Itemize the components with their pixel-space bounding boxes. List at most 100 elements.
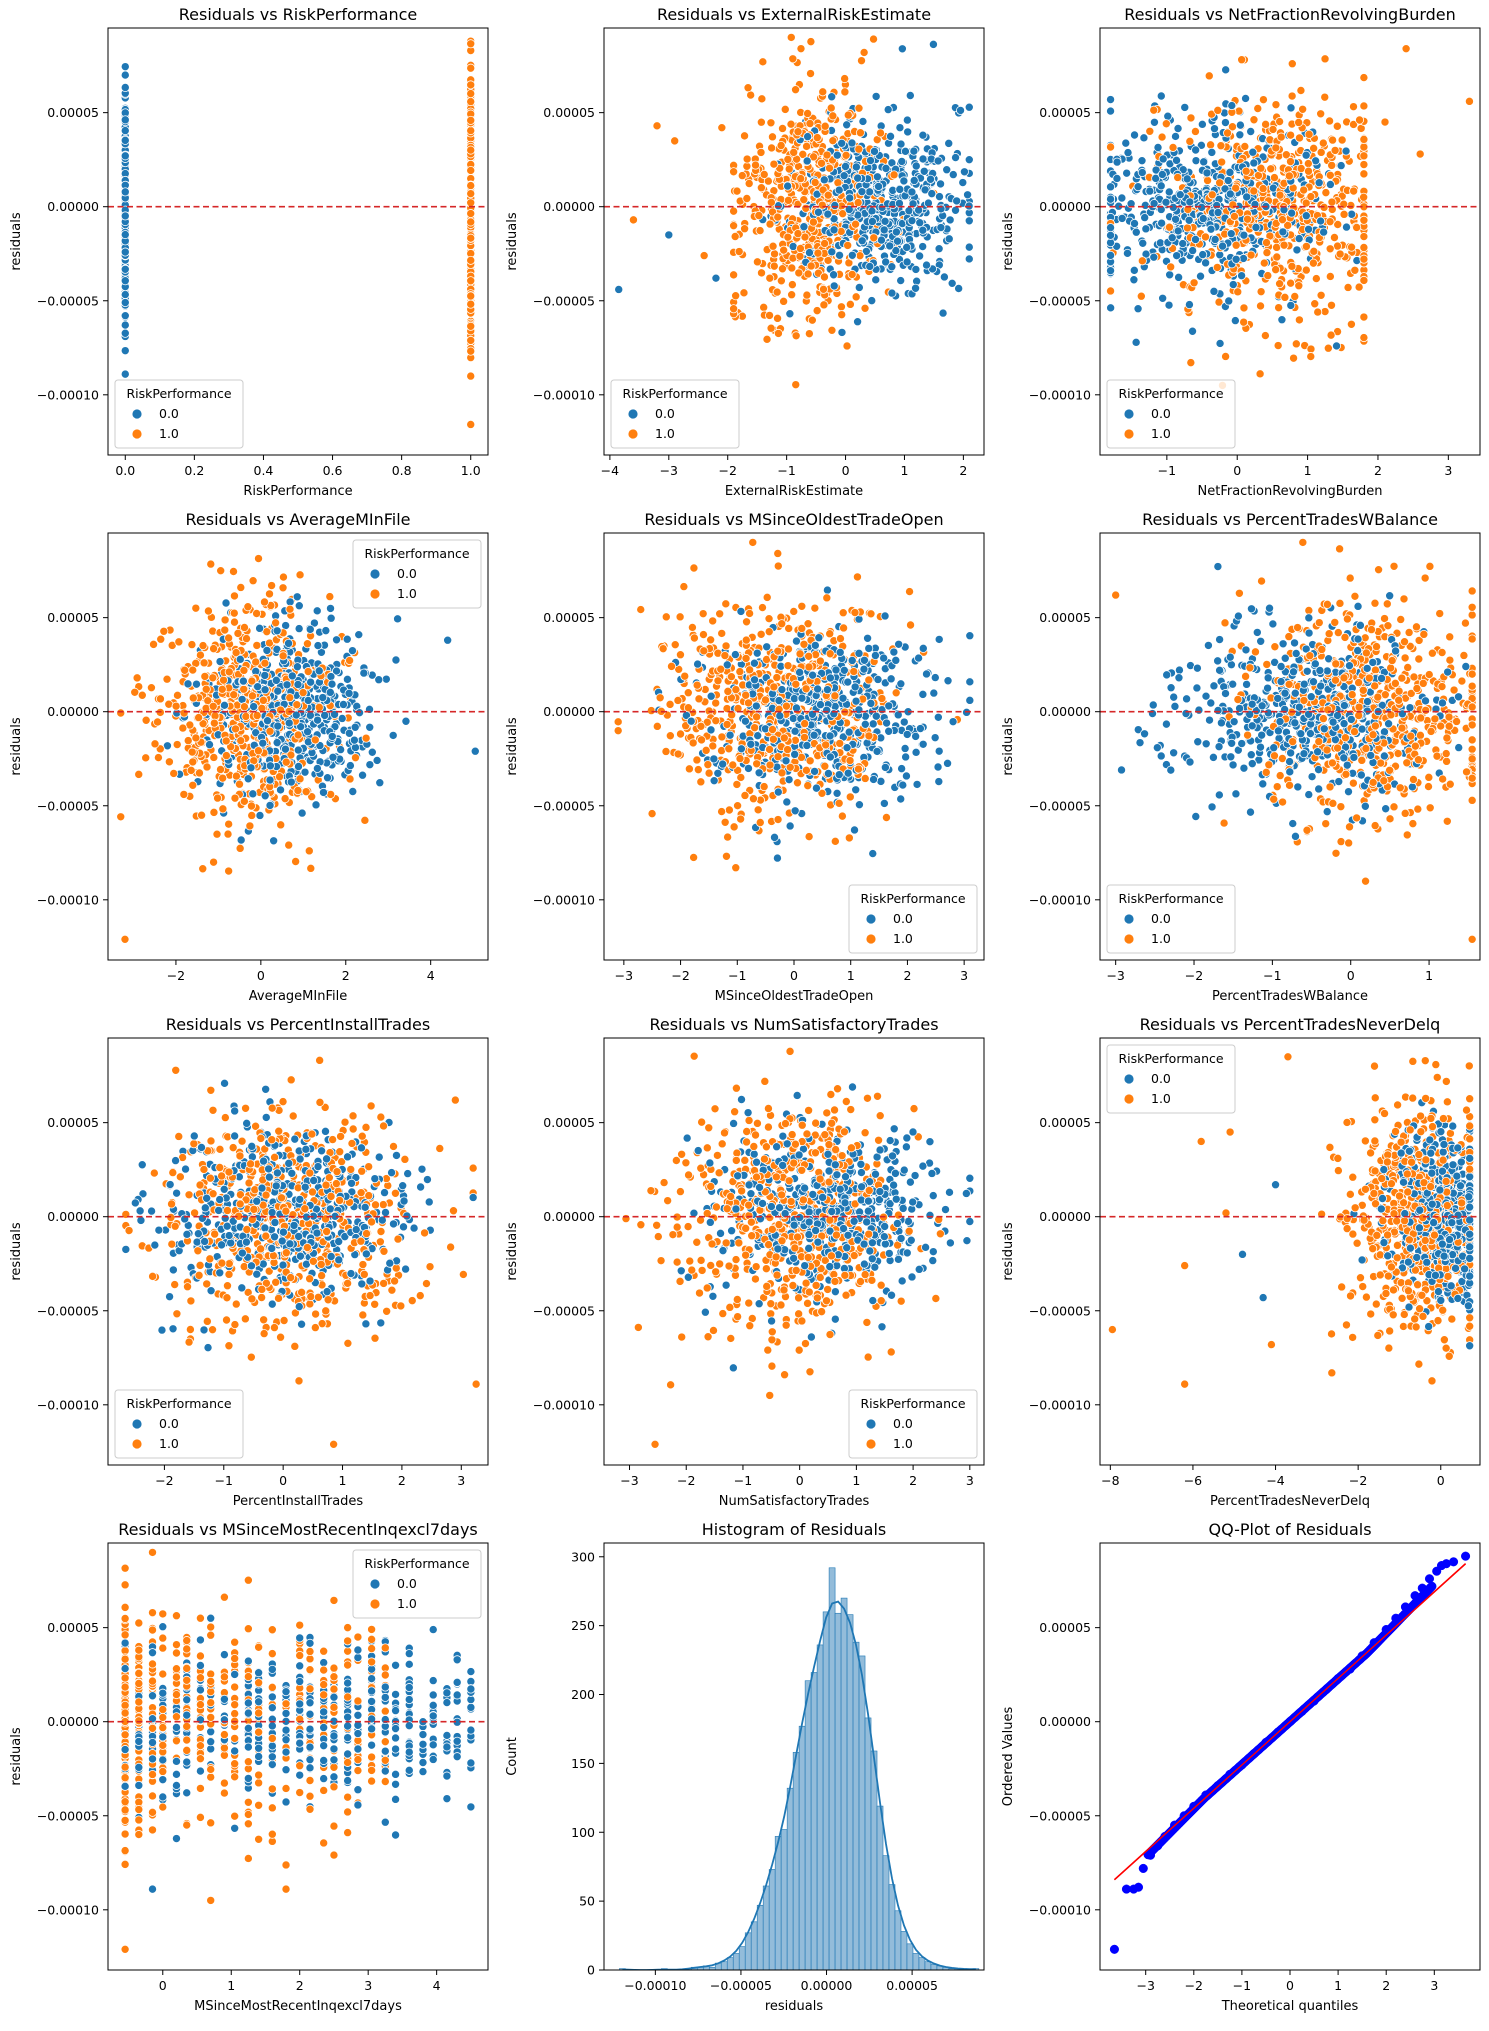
y-tick-label: −0.00005 (533, 293, 595, 308)
scatter-point (252, 658, 260, 666)
scatter-outlier-point (615, 285, 623, 293)
scatter-point (1278, 316, 1286, 324)
scatter-point (1310, 247, 1318, 255)
scatter-point (796, 244, 804, 252)
scatter-point (355, 631, 363, 639)
x-tick-label: −2 (719, 463, 737, 478)
scatter-point (783, 798, 791, 806)
scatter-point (196, 651, 204, 659)
scatter-point (216, 765, 224, 773)
scatter-point (784, 233, 792, 241)
scatter-point (1328, 198, 1336, 206)
scatter-point (803, 157, 811, 165)
plot-area (108, 37, 488, 429)
scatter-point (1174, 173, 1182, 181)
scatter-point (965, 217, 973, 225)
legend-marker-class1 (370, 589, 379, 598)
scatter-point (217, 567, 225, 575)
scatter-point (809, 218, 817, 226)
scatter-point (224, 830, 232, 838)
scatter-point (788, 291, 796, 299)
scatter-point (283, 681, 291, 689)
scatter-point (898, 157, 906, 165)
scatter-point (1360, 152, 1368, 160)
scatter-point (285, 841, 293, 849)
scatter-point (389, 731, 397, 739)
scatter-point (773, 314, 781, 322)
scatter-point (792, 332, 800, 340)
x-tick-label: 4 (427, 968, 435, 983)
scatter-point (1256, 302, 1264, 310)
scatter-point (256, 811, 264, 819)
scatter-point (1287, 301, 1295, 309)
scatter-point (892, 228, 900, 236)
scatter-point (1256, 370, 1264, 378)
scatter-point (666, 732, 674, 740)
scatter-point (275, 773, 283, 781)
scatter-point (1130, 219, 1138, 227)
scatter-point (763, 335, 771, 343)
scatter-point (1238, 56, 1246, 64)
scatter-point (820, 273, 828, 281)
scatter-point (284, 639, 292, 647)
scatter-point (121, 116, 129, 124)
y-tick-label: −0.00010 (37, 387, 99, 402)
scatter-point (1189, 247, 1197, 255)
scatter-point (662, 613, 670, 621)
scatter-point (902, 753, 910, 761)
scatter-point (254, 747, 262, 755)
scatter-point (788, 264, 796, 272)
scatter-point (1137, 292, 1145, 300)
scatter-point (1326, 272, 1334, 280)
scatter-point (1211, 235, 1219, 243)
scatter-point (906, 91, 914, 99)
scatter-point (225, 668, 233, 676)
scatter-point (1150, 253, 1158, 261)
scatter-point (833, 151, 841, 159)
plot-title: Residuals vs NetFractionRevolvingBurden (1124, 5, 1456, 24)
scatter-point (1165, 223, 1173, 231)
scatter-outlier-point (700, 252, 708, 260)
scatter-point (842, 151, 850, 159)
scatter-point (1106, 107, 1114, 115)
scatter-point (934, 763, 942, 771)
scatter-point (220, 701, 228, 709)
scatter-point (202, 685, 210, 693)
scatter-point (903, 258, 911, 266)
scatter-point (735, 247, 743, 255)
scatter-point (1162, 120, 1170, 128)
scatter-point (1158, 133, 1166, 141)
scatter-point (960, 168, 968, 176)
scatter-point (192, 604, 200, 612)
scatter-point (760, 303, 768, 311)
scatter-point (303, 640, 311, 648)
scatter-point (773, 854, 781, 862)
scatter-point (1113, 158, 1121, 166)
scatter-point (834, 179, 842, 187)
scatter-point (1130, 276, 1138, 284)
scatter-point (248, 692, 256, 700)
scatter-point (1275, 304, 1283, 312)
scatter-point (133, 674, 141, 682)
scatter-point (699, 630, 707, 638)
scatter-point (828, 326, 836, 334)
scatter-point (919, 226, 927, 234)
scatter-point (222, 599, 230, 607)
scatter-point (1150, 118, 1158, 126)
scatter-point (754, 806, 762, 814)
scatter-point (1332, 342, 1340, 350)
scatter-point (784, 155, 792, 163)
scatter-point (841, 74, 849, 82)
scatter-point (860, 48, 868, 56)
scatter-point (743, 194, 751, 202)
scatter-point (948, 279, 956, 287)
scatter-point (1276, 117, 1284, 125)
scatter-point (865, 188, 873, 196)
scatter-point (279, 652, 287, 660)
scatter-point (873, 173, 881, 181)
scatter-point (199, 642, 207, 650)
scatter-point (274, 687, 282, 695)
scatter-outlier-point (653, 122, 661, 130)
scatter-point (1330, 233, 1338, 241)
scatter-point (817, 159, 825, 167)
